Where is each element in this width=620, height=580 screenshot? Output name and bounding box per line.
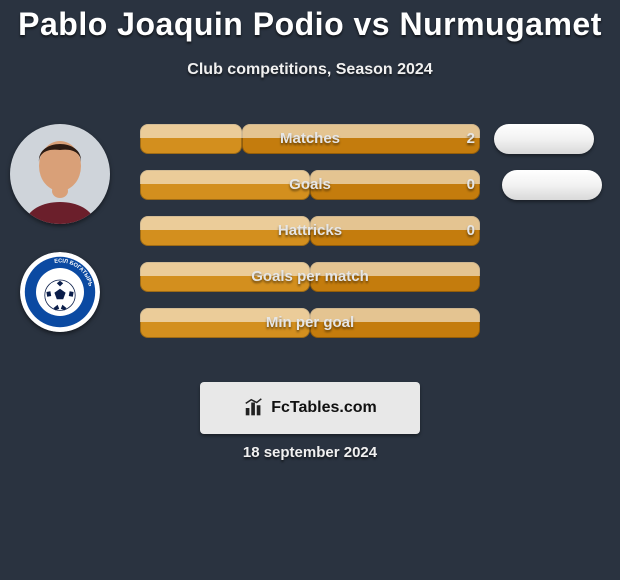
player2-avatar: ЕСІЛ БОГАТЫРЬ	[20, 252, 100, 332]
stat-row: Goals0	[140, 170, 610, 200]
bar-right	[310, 262, 480, 292]
blank-pill	[494, 124, 594, 154]
stat-row: Hattricks0	[140, 216, 610, 246]
bar-area	[140, 170, 480, 200]
bar-left	[140, 262, 310, 292]
bar-left	[140, 124, 242, 154]
player1-avatar	[10, 124, 110, 224]
bar-right	[310, 170, 480, 200]
stat-row: Min per goal	[140, 308, 610, 338]
blank-pill	[502, 170, 602, 200]
bar-right	[242, 124, 480, 154]
stats-rows: Matches2 Goals0 Hattricks0 Goals per match M…	[140, 124, 610, 354]
bar-area	[140, 262, 480, 292]
bar-right	[310, 216, 480, 246]
subtitle: Club competitions, Season 2024	[0, 61, 620, 79]
date-text: 18 september 2024	[0, 444, 620, 461]
bar-left	[140, 170, 310, 200]
bar-right	[310, 308, 480, 338]
stat-row: Matches2	[140, 124, 610, 154]
bar-area	[140, 124, 480, 154]
bar-area	[140, 308, 480, 338]
bar-left	[140, 216, 310, 246]
page-title: Pablo Joaquin Podio vs Nurmugamet	[0, 0, 620, 43]
brand-box[interactable]: FcTables.com	[200, 382, 420, 434]
brand-text: FcTables.com	[271, 399, 377, 417]
bar-left	[140, 308, 310, 338]
bar-area	[140, 216, 480, 246]
stat-row: Goals per match	[140, 262, 610, 292]
avatars-column: ЕСІЛ БОГАТЫРЬ	[10, 124, 120, 360]
bar-chart-icon	[243, 397, 265, 419]
